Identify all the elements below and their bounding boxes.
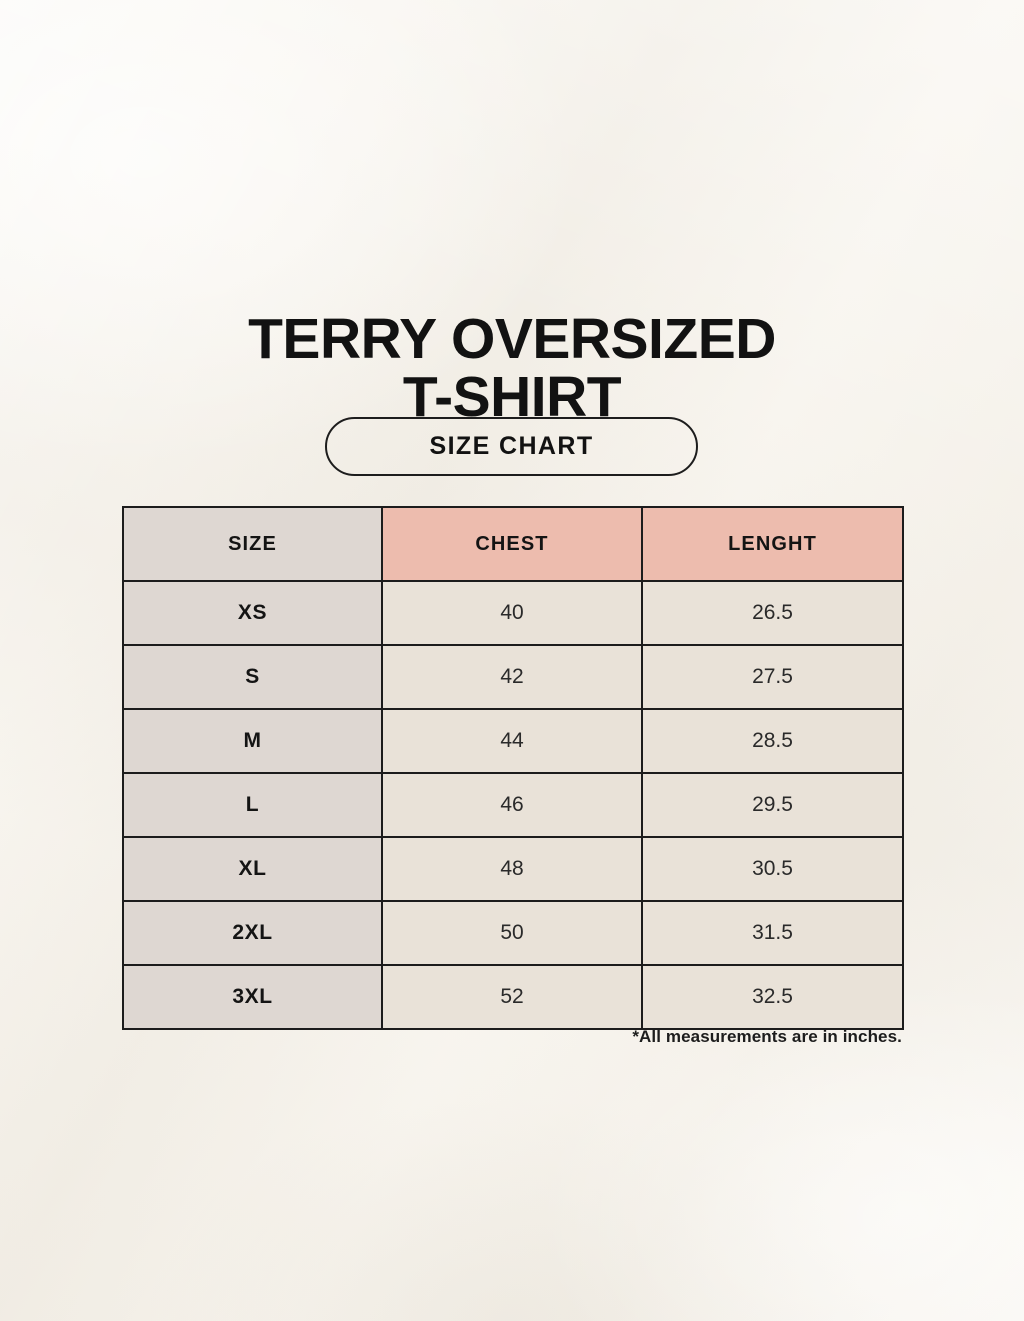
cell-size: S: [122, 644, 383, 710]
size-chart-badge-label: SIZE CHART: [429, 432, 594, 460]
cell-chest: 42: [381, 644, 643, 710]
cell-chest: 44: [381, 708, 643, 774]
measurement-units-note: *All measurements are in inches.: [632, 1027, 902, 1046]
table-row: S 42 27.5: [122, 644, 904, 710]
column-header-chest: CHEST: [381, 506, 643, 582]
table-row: 3XL 52 32.5: [122, 964, 904, 1030]
cell-length: 28.5: [641, 708, 904, 774]
cell-size: M: [122, 708, 383, 774]
cell-length: 31.5: [641, 900, 904, 966]
table-body: XS 40 26.5 S 42 27.5 M 44 28.5 L 46 29.5…: [122, 580, 904, 1030]
cell-size: L: [122, 772, 383, 838]
cell-size: XL: [122, 836, 383, 902]
cell-size: XS: [122, 580, 383, 646]
cell-length: 29.5: [641, 772, 904, 838]
table-header-row: SIZE CHEST LENGHT: [122, 506, 904, 582]
cell-chest: 50: [381, 900, 643, 966]
cell-length: 26.5: [641, 580, 904, 646]
column-header-length: LENGHT: [641, 506, 904, 582]
table-row: 2XL 50 31.5: [122, 900, 904, 966]
table-row: M 44 28.5: [122, 708, 904, 774]
cell-chest: 46: [381, 772, 643, 838]
column-header-size: SIZE: [122, 506, 383, 582]
table-header: SIZE CHEST LENGHT: [122, 506, 904, 582]
cell-size: 3XL: [122, 964, 383, 1030]
table-row: L 46 29.5: [122, 772, 904, 838]
cell-chest: 52: [381, 964, 643, 1030]
cell-chest: 40: [381, 580, 643, 646]
page-title: TERRY OVERSIZED T-SHIRT: [248, 307, 776, 430]
cell-length: 30.5: [641, 836, 904, 902]
table-row: XS 40 26.5: [122, 580, 904, 646]
cell-chest: 48: [381, 836, 643, 902]
cell-size: 2XL: [122, 900, 383, 966]
table-row: XL 48 30.5: [122, 836, 904, 902]
size-chart-table: SIZE CHEST LENGHT XS 40 26.5 S 42 27.5 M…: [122, 506, 904, 1030]
cell-length: 32.5: [641, 964, 904, 1030]
size-chart-badge: SIZE CHART: [325, 417, 698, 476]
cell-length: 27.5: [641, 644, 904, 710]
